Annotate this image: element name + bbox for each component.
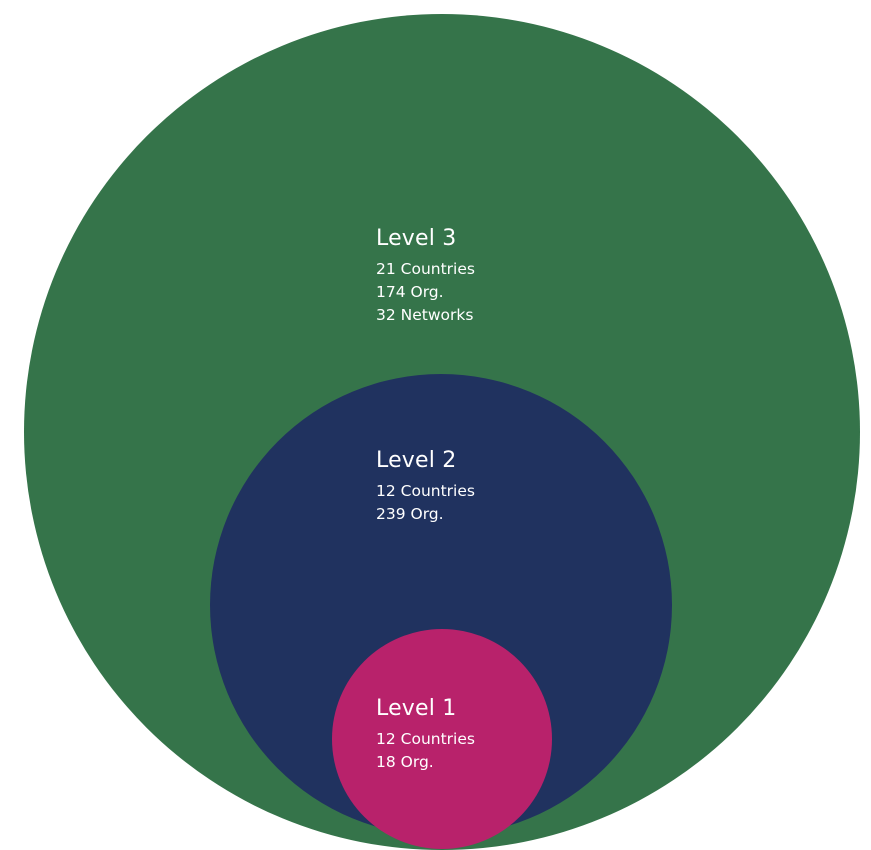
level-2-label: Level 2 12 Countries 239 Org. (376, 448, 475, 526)
level-2-title: Level 2 (376, 448, 457, 473)
level-1-circle (332, 629, 552, 849)
level-1-label: Level 1 12 Countries 18 Org. (376, 696, 475, 774)
level-1-organizations: 18 Org. (376, 753, 434, 771)
level-3-networks: 32 Networks (376, 306, 474, 324)
level-1-title: Level 1 (376, 696, 457, 721)
level-2-countries: 12 Countries (376, 482, 475, 500)
level-3-countries: 21 Countries (376, 260, 475, 278)
level-2-organizations: 239 Org. (376, 505, 444, 523)
level-3-title: Level 3 (376, 226, 457, 251)
level-3-organizations: 174 Org. (376, 283, 444, 301)
level-1-countries: 12 Countries (376, 730, 475, 748)
level-3-label: Level 3 21 Countries 174 Org. 32 Network… (376, 226, 475, 327)
